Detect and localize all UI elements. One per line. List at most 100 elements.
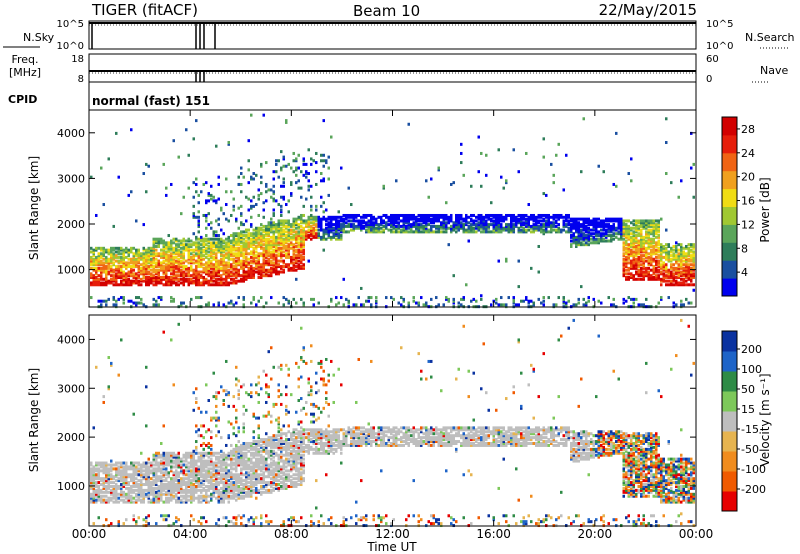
power-cell [595, 221, 598, 225]
power-cell [420, 223, 423, 227]
power-cell [660, 283, 663, 287]
power-cell [175, 246, 178, 250]
power-cell [310, 228, 313, 232]
power-cell [117, 275, 120, 279]
power-cell [272, 197, 275, 201]
velocity-cell [177, 488, 180, 492]
power-cell [290, 257, 293, 261]
power-cell [227, 235, 230, 239]
power-cell [595, 237, 598, 241]
power-cell [335, 221, 338, 225]
velocity-cell [152, 469, 155, 473]
power-cell [240, 190, 243, 194]
power-cell [577, 241, 580, 245]
power-cell [460, 213, 463, 217]
velocity-cell [115, 461, 118, 465]
power-cell [672, 283, 675, 287]
power-cell [562, 188, 565, 192]
power-cell [647, 270, 650, 274]
power-cell [657, 230, 660, 234]
power-cell [655, 244, 658, 248]
power-cell [100, 303, 103, 307]
power-cell [550, 223, 553, 227]
power-cell [227, 254, 230, 258]
velocity-cell [100, 461, 103, 465]
power-cell [105, 270, 108, 274]
power-cell [690, 270, 693, 274]
power-cell [155, 272, 158, 276]
power-cell [302, 244, 305, 248]
power-cell [422, 213, 425, 217]
power-cell [172, 250, 175, 254]
power-cell [600, 235, 603, 239]
power-cell [155, 254, 158, 258]
power-cell [652, 265, 655, 269]
power-cell [180, 265, 183, 269]
power-cell [475, 224, 478, 228]
power-cell [112, 268, 115, 272]
velocity-cell [100, 498, 103, 502]
power-cell [595, 230, 598, 234]
power-cell [280, 184, 283, 188]
power-cell [252, 266, 255, 270]
power-cell [625, 268, 628, 272]
power-cell [640, 219, 643, 223]
power-cell [97, 261, 100, 265]
power-cell [257, 241, 260, 245]
power-cell [550, 230, 553, 234]
power-cell [527, 203, 530, 207]
power-cell [527, 228, 530, 232]
power-cell [350, 228, 353, 232]
power-cell [227, 248, 230, 252]
power-cell [250, 206, 253, 210]
velocity-cell [120, 463, 123, 467]
power-cell [195, 177, 198, 181]
power-cell [260, 192, 263, 196]
power-cell [452, 224, 455, 228]
power-cell [220, 274, 223, 278]
power-cell [180, 250, 183, 254]
velocity-cell [195, 471, 198, 475]
power-cell [407, 223, 410, 227]
power-cell [667, 255, 670, 259]
power-cell [432, 219, 435, 223]
power-cell [122, 301, 125, 305]
power-cell [662, 248, 665, 252]
power-cell [272, 254, 275, 258]
power-cell [647, 224, 650, 228]
power-cell [177, 277, 180, 281]
power-cell [645, 250, 648, 254]
power-cell [180, 239, 183, 243]
velocity-cell [105, 494, 108, 498]
power-cell [675, 257, 678, 261]
power-cell [540, 223, 543, 227]
power-cell [152, 275, 155, 279]
power-cell [92, 266, 95, 270]
nsky-label: N.Sky [23, 31, 55, 44]
power-cell [292, 261, 295, 265]
power-cell [640, 230, 643, 234]
velocity-cell [112, 467, 115, 471]
power-cell [100, 166, 103, 170]
power-cell [555, 230, 558, 234]
velocity-cell [172, 451, 175, 455]
power-cell [107, 297, 110, 301]
power-cell [680, 274, 683, 278]
power-cell [295, 234, 298, 238]
power-cell [657, 259, 660, 263]
power-cell [105, 279, 108, 283]
power-cell [557, 228, 560, 232]
power-cell [327, 217, 330, 221]
power-cell [152, 297, 155, 301]
power-cell [392, 219, 395, 223]
power-cell [255, 235, 258, 239]
velocity-cell [195, 490, 198, 494]
power-cell [127, 261, 130, 265]
power-cell [642, 303, 645, 307]
power-cell [210, 275, 213, 279]
power-cell [685, 297, 688, 301]
power-cell [267, 254, 270, 258]
power-cell [457, 301, 460, 305]
power-cell [292, 235, 295, 239]
power-cell [635, 252, 638, 256]
